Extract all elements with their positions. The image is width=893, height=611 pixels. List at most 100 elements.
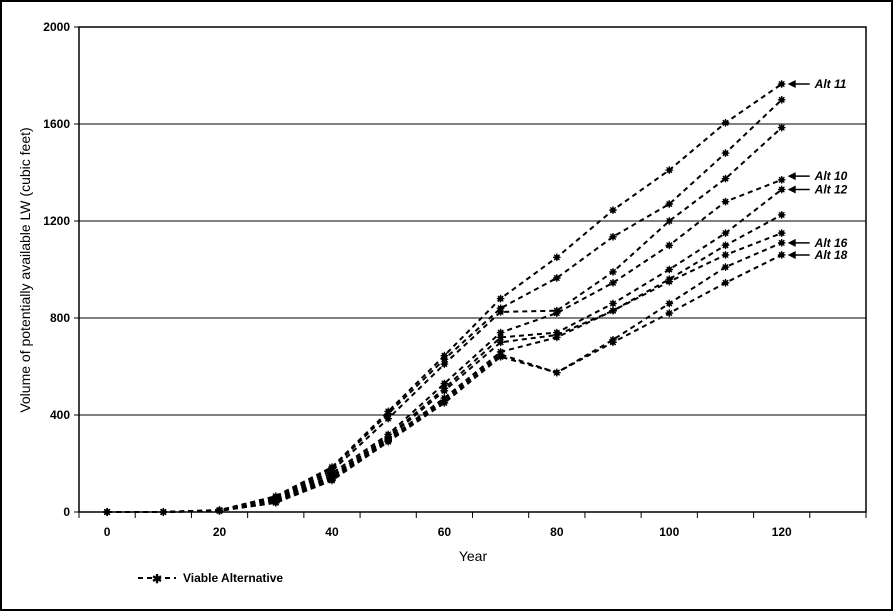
data-point (777, 123, 786, 132)
point-star-stroke (553, 274, 560, 282)
data-point (721, 174, 730, 183)
point-star-stroke (441, 399, 448, 407)
y-tick-label: 800 (50, 311, 70, 325)
point-star-stroke (609, 279, 617, 286)
point-star-stroke (272, 499, 279, 506)
data-point (721, 263, 730, 271)
point-star-stroke (722, 242, 729, 249)
data-point (609, 268, 617, 276)
data-point (777, 185, 786, 194)
data-point (777, 229, 786, 237)
data-point (721, 278, 730, 287)
series-7 (103, 229, 786, 516)
point-star-stroke (609, 268, 617, 276)
point-star-stroke (497, 295, 504, 302)
annotation-label: Alt 12 (814, 182, 848, 196)
annotation-arrowhead (787, 238, 796, 247)
data-point (496, 338, 505, 347)
x-axis-title: Year (459, 548, 488, 564)
data-point (440, 399, 449, 407)
data-point (665, 217, 674, 225)
annotation-label: Alt 16 (814, 236, 848, 250)
annotation-label: Alt 11 (814, 77, 847, 91)
point-star-stroke (609, 206, 617, 214)
data-point (496, 308, 505, 316)
point-star-stroke (553, 369, 560, 376)
series-line (107, 126, 783, 513)
series-line (107, 232, 783, 513)
data-point (665, 277, 674, 286)
point-star-stroke (778, 124, 785, 131)
data-point (665, 299, 674, 308)
plot-area (78, 26, 867, 513)
point-star-stroke (722, 149, 729, 157)
series-9 (103, 251, 786, 516)
x-tick-label: 120 (772, 525, 792, 539)
annotation-arrowhead (787, 172, 796, 181)
point-star-stroke (609, 307, 617, 314)
series-4 (103, 176, 786, 516)
data-point (384, 414, 393, 423)
x-tick-label: 0 (104, 525, 111, 539)
annotation: Alt 16 (787, 236, 848, 250)
series-1 (103, 80, 786, 516)
annotation: Alt 18 (787, 248, 848, 262)
point-star-stroke (385, 415, 392, 422)
point-star-stroke (722, 119, 729, 126)
point-star-stroke (722, 263, 729, 271)
point-star-stroke (385, 438, 392, 445)
data-point (384, 409, 393, 418)
point-star-stroke (497, 339, 504, 346)
point-star-stroke (722, 175, 729, 182)
point-star-stroke (778, 176, 785, 183)
point-star-stroke (666, 309, 673, 317)
y-axis-title: Volume of potentially available LW (cubi… (17, 127, 33, 412)
series-line (107, 99, 783, 513)
data-point (440, 379, 449, 388)
point-star-stroke (553, 254, 560, 261)
point-star-stroke (609, 233, 617, 240)
point-star-stroke (441, 387, 448, 394)
legend: ✱ Viable Alternative (138, 571, 283, 586)
point-star-stroke (497, 334, 504, 341)
point-star-stroke (553, 309, 560, 317)
gridlines (79, 123, 866, 416)
point-star-stroke (385, 410, 392, 417)
data-point (159, 508, 168, 516)
point-star-stroke (778, 80, 785, 88)
series-group (103, 80, 786, 516)
point-star-stroke (778, 211, 785, 219)
legend-marker: ✱ (152, 572, 162, 586)
series-line (107, 241, 783, 513)
point-star-stroke (778, 186, 785, 193)
data-point (721, 251, 730, 259)
data-point (271, 498, 280, 507)
point-star-stroke (497, 308, 504, 316)
data-point (609, 233, 617, 241)
data-point (384, 437, 393, 446)
data-point (552, 253, 561, 262)
x-tick-label: 80 (550, 525, 564, 539)
annotation: Alt 11 (787, 77, 847, 91)
series-line (107, 83, 783, 513)
point-star-stroke (778, 96, 785, 103)
series-8 (103, 239, 786, 516)
data-point (552, 333, 561, 342)
data-point (777, 80, 786, 88)
data-point (609, 206, 617, 214)
point-star-stroke (497, 329, 504, 336)
data-point (721, 241, 730, 250)
annotation: Alt 12 (787, 182, 848, 196)
data-point (665, 309, 674, 317)
data-point (777, 251, 786, 259)
point-star-stroke (216, 507, 223, 514)
data-point (609, 299, 617, 308)
annotation-label: Alt 18 (814, 248, 848, 262)
data-point (552, 368, 561, 377)
point-star-stroke (441, 380, 448, 387)
legend-label: Viable Alternative (183, 571, 283, 585)
x-tick-label: 40 (325, 525, 339, 539)
data-point (552, 274, 561, 282)
